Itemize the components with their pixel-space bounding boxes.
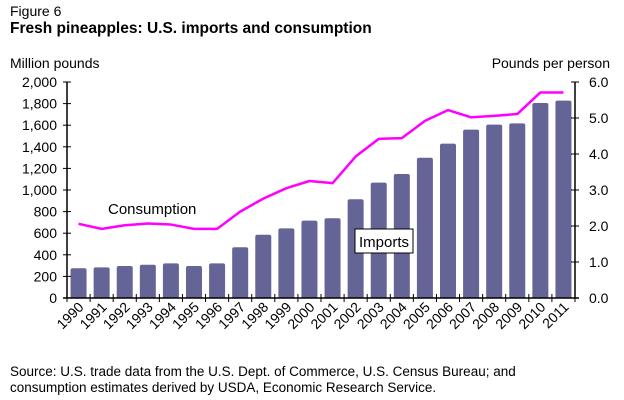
bar-1997 — [232, 247, 249, 298]
left-axis-title: Million pounds — [10, 55, 100, 71]
right-tick-label: 6.0 — [589, 74, 609, 90]
left-tick-label: 1,000 — [22, 182, 57, 198]
bar-2005 — [416, 157, 433, 298]
bar-2011 — [555, 100, 572, 299]
left-tick-label: 1,400 — [22, 139, 57, 155]
right-tick-label: 5.0 — [589, 110, 609, 126]
bar-1991 — [93, 267, 110, 298]
left-tick-label: 2,000 — [22, 74, 57, 90]
bar-2009 — [509, 123, 526, 298]
source-line-1: Source: U.S. trade data from the U.S. De… — [10, 364, 516, 379]
x-tick-label: 2011 — [539, 299, 572, 332]
bar-1996 — [209, 263, 226, 298]
right-tick-label: 0.0 — [589, 290, 609, 306]
left-tick-label: 1,200 — [22, 160, 57, 176]
imports-annotation: Imports — [359, 234, 409, 251]
bar-1994 — [162, 263, 179, 298]
bar-1999 — [278, 228, 295, 298]
right-tick-label: 1.0 — [589, 254, 609, 270]
bars-group — [70, 100, 572, 299]
right-tick-label: 3.0 — [589, 182, 609, 198]
bar-2000 — [301, 220, 318, 298]
left-tick-label: 800 — [34, 204, 58, 220]
imports-annotation-box — [354, 228, 414, 254]
left-tick-label: 600 — [34, 225, 58, 241]
bar-1990 — [70, 268, 87, 298]
left-tick-label: 1,600 — [22, 117, 57, 133]
annotations-group: Consumption Imports — [108, 201, 414, 254]
bar-1998 — [255, 234, 272, 298]
bar-2001 — [324, 218, 341, 298]
bar-2007 — [463, 129, 480, 298]
lines-group — [78, 91, 564, 231]
left-tick-label: 400 — [34, 247, 58, 263]
bar-2010 — [532, 102, 549, 299]
bar-1992 — [116, 266, 133, 298]
bar-2006 — [440, 143, 456, 298]
source-line-2: consumption estimates derived by USDA, E… — [10, 380, 437, 395]
bar-2008 — [486, 124, 503, 298]
right-axis-title: Pounds per person — [492, 55, 610, 71]
left-tick-label: 1,800 — [22, 96, 57, 112]
chart-title: Fresh pineapples: U.S. imports and consu… — [10, 20, 372, 37]
bar-1995 — [186, 266, 202, 298]
consumption-line — [78, 91, 564, 231]
right-tick-label: 2.0 — [589, 218, 609, 234]
left-tick-label: 200 — [34, 268, 58, 284]
bar-1993 — [139, 264, 156, 298]
source-note: Source: U.S. trade data from the U.S. De… — [10, 364, 516, 396]
left-tick-label: 0 — [49, 290, 57, 306]
figure-label: Figure 6 — [10, 3, 62, 19]
right-tick-label: 4.0 — [589, 146, 609, 162]
consumption-annotation: Consumption — [108, 201, 196, 218]
